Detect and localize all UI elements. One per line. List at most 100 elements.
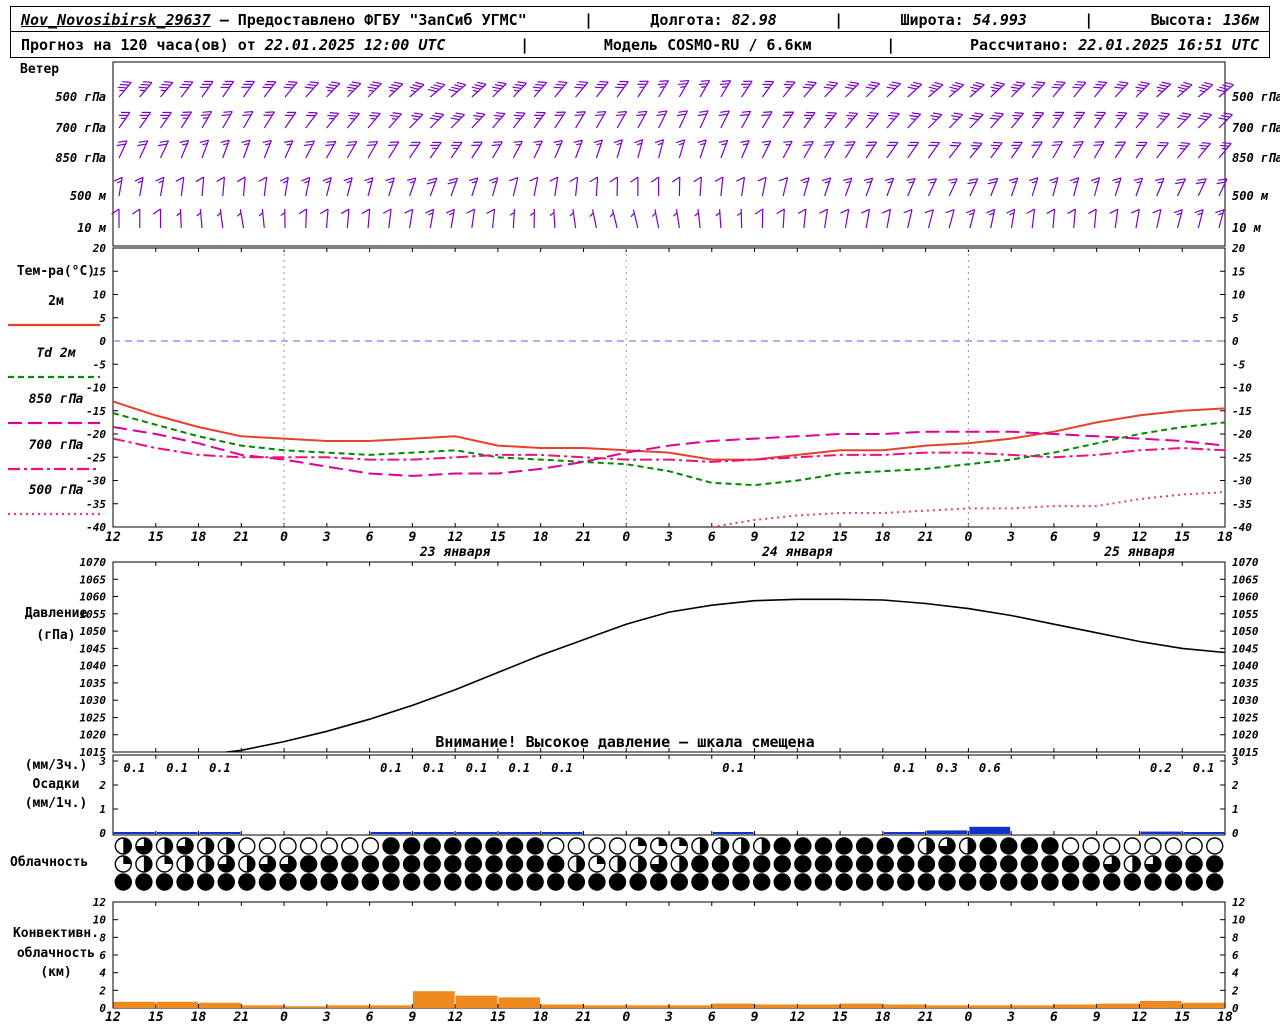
- svg-text:4: 4: [99, 967, 106, 980]
- svg-text:1060: 1060: [1232, 591, 1259, 604]
- svg-text:-30: -30: [86, 475, 106, 488]
- svg-text:0: 0: [1232, 335, 1239, 348]
- svg-text:8: 8: [1232, 931, 1239, 944]
- svg-text:18: 18: [1217, 1010, 1233, 1024]
- svg-text:-10: -10: [1232, 382, 1252, 395]
- svg-text:1045: 1045: [1232, 642, 1259, 655]
- latitude-field: Широта: 54.993: [900, 10, 1027, 29]
- svg-text:15: 15: [1232, 265, 1246, 278]
- svg-text:12: 12: [93, 896, 107, 909]
- svg-text:12: 12: [447, 1010, 463, 1024]
- header-separator: |: [584, 10, 594, 29]
- svg-text:1045: 1045: [80, 642, 107, 655]
- svg-text:3: 3: [1231, 755, 1239, 768]
- header-separator: |: [886, 35, 896, 54]
- svg-text:0: 0: [280, 530, 288, 545]
- svg-text:3: 3: [1006, 530, 1015, 545]
- svg-text:9: 9: [408, 1010, 416, 1024]
- svg-text:-20: -20: [1232, 428, 1252, 441]
- svg-text:25 января: 25 января: [1103, 545, 1175, 560]
- svg-text:1050: 1050: [1232, 625, 1259, 638]
- svg-text:1030: 1030: [80, 694, 107, 707]
- svg-text:700 гПа: 700 гПа: [1232, 121, 1280, 135]
- svg-text:0.1: 0.1: [722, 761, 744, 775]
- svg-text:0: 0: [99, 335, 106, 348]
- svg-text:8: 8: [99, 931, 106, 944]
- svg-text:6: 6: [1050, 530, 1058, 545]
- cloud-panel-label: Облачность: [10, 855, 89, 870]
- svg-text:20: 20: [92, 242, 107, 255]
- svg-text:12: 12: [1132, 1010, 1148, 1024]
- svg-text:-25: -25: [86, 451, 106, 464]
- svg-text:0: 0: [99, 1002, 106, 1015]
- svg-text:0: 0: [1232, 1002, 1239, 1015]
- svg-text:9: 9: [408, 530, 416, 545]
- longitude-field: Долгота: 82.98: [650, 10, 777, 29]
- svg-text:6: 6: [708, 530, 716, 545]
- svg-text:10 м: 10 м: [77, 221, 107, 235]
- svg-text:21: 21: [232, 1010, 249, 1024]
- svg-text:9: 9: [1093, 1010, 1101, 1024]
- pressure-panel-label: Давление: [24, 606, 88, 621]
- svg-text:15: 15: [832, 530, 848, 545]
- svg-text:2: 2: [98, 779, 106, 792]
- svg-text:21: 21: [917, 530, 934, 545]
- svg-text:-40: -40: [1232, 521, 1252, 534]
- svg-text:20: 20: [1231, 242, 1246, 255]
- svg-text:3: 3: [1006, 1010, 1015, 1024]
- legend-swatch-t2m: [8, 314, 100, 327]
- svg-text:15: 15: [93, 265, 107, 278]
- svg-text:12: 12: [447, 530, 463, 545]
- temp-series-layer: [113, 248, 1225, 527]
- header-separator: |: [834, 10, 844, 29]
- legend-label-td2m: Td 2м: [36, 346, 76, 361]
- model-field: Модель COSMO-RU / 6.6км: [603, 35, 812, 54]
- svg-text:15: 15: [148, 530, 164, 545]
- svg-text:0.1: 0.1: [166, 761, 188, 775]
- svg-text:5: 5: [99, 312, 106, 325]
- svg-text:0.1: 0.1: [1193, 761, 1215, 775]
- svg-text:4: 4: [1232, 967, 1239, 980]
- svg-text:1050: 1050: [80, 625, 107, 638]
- cloud-symbols: [114, 837, 1224, 891]
- svg-text:21: 21: [917, 1010, 934, 1024]
- svg-text:1065: 1065: [80, 573, 107, 586]
- header-separator: |: [520, 35, 530, 54]
- svg-text:6: 6: [1232, 949, 1239, 962]
- legend-swatch-td2m: [8, 366, 100, 379]
- svg-text:3: 3: [322, 1010, 331, 1024]
- svg-text:12: 12: [789, 1010, 805, 1024]
- svg-text:-35: -35: [1232, 498, 1252, 511]
- svg-text:-15: -15: [86, 405, 106, 418]
- conv-unit-label: (км): [40, 965, 72, 980]
- svg-text:0.1: 0.1: [466, 761, 488, 775]
- svg-text:1: 1: [99, 803, 106, 816]
- svg-text:1060: 1060: [80, 591, 107, 604]
- svg-text:10: 10: [1232, 289, 1246, 302]
- svg-text:1015: 1015: [80, 746, 107, 759]
- svg-text:0.2: 0.2: [1150, 761, 1172, 775]
- svg-text:9: 9: [751, 1010, 759, 1024]
- precip-unit3h-label: (мм/3ч.): [24, 758, 88, 773]
- svg-text:6: 6: [99, 949, 106, 962]
- legend-label-t700: 700 гПа: [28, 438, 84, 453]
- pressure-unit-label: (гПа): [36, 628, 76, 643]
- svg-text:15: 15: [1174, 1010, 1190, 1024]
- convective-bars: [113, 991, 1225, 1008]
- svg-text:24 января: 24 января: [761, 545, 833, 560]
- svg-text:18: 18: [875, 1010, 891, 1024]
- svg-text:-30: -30: [1232, 475, 1252, 488]
- svg-text:15: 15: [1174, 530, 1190, 545]
- svg-text:850 гПа: 850 гПа: [55, 151, 106, 165]
- svg-text:18: 18: [1217, 530, 1233, 545]
- svg-text:18: 18: [875, 530, 891, 545]
- precip-unit1h-label: (мм/1ч.): [24, 796, 88, 811]
- svg-text:3: 3: [664, 1010, 673, 1024]
- svg-text:500 гПа: 500 гПа: [1232, 90, 1280, 104]
- svg-text:6: 6: [1050, 1010, 1058, 1024]
- svg-text:3: 3: [664, 530, 673, 545]
- svg-text:18: 18: [191, 1010, 207, 1024]
- svg-text:2: 2: [98, 984, 106, 997]
